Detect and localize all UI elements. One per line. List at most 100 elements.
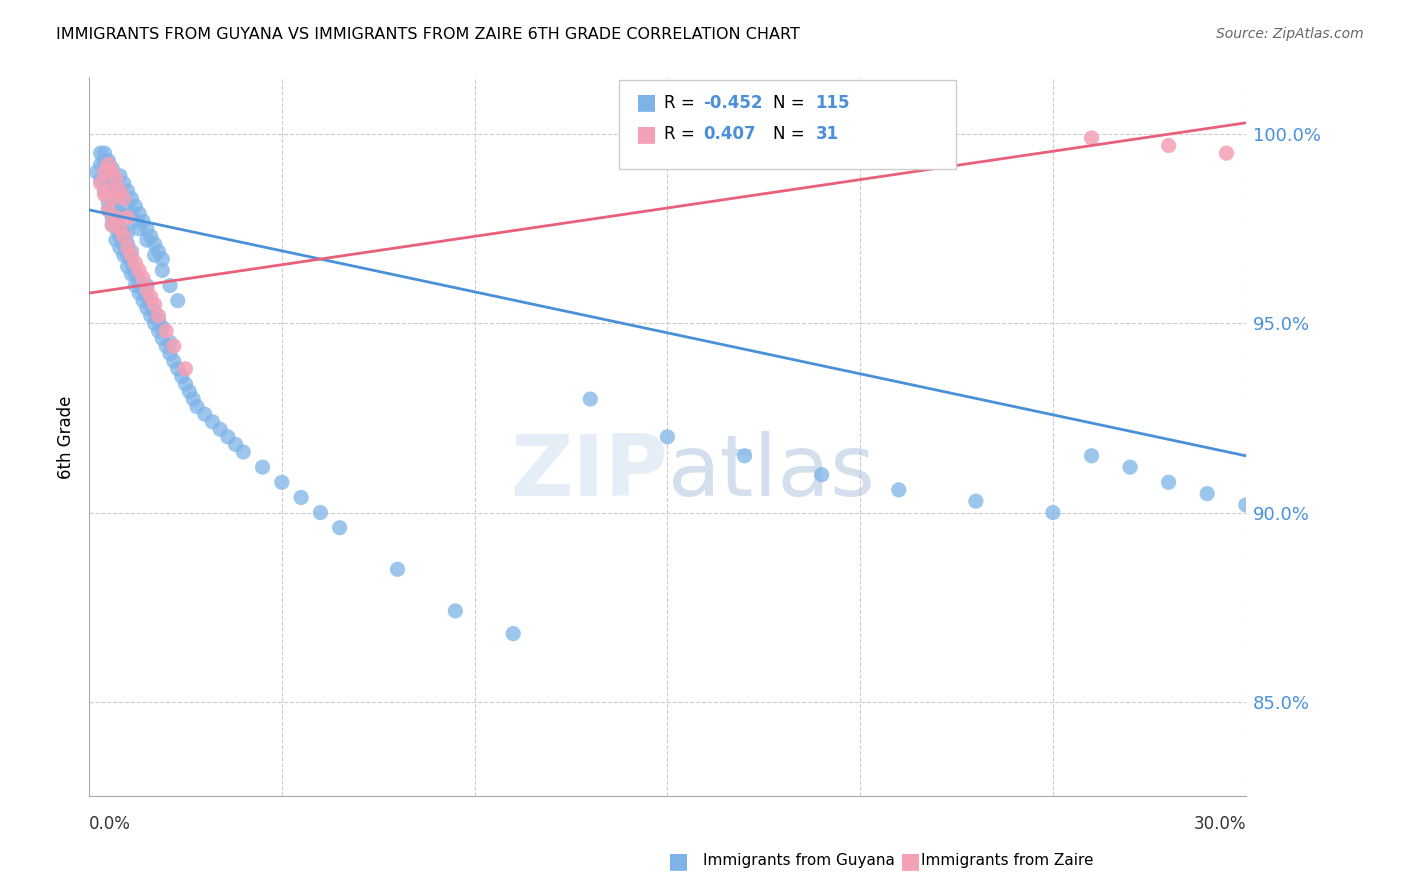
Point xyxy=(117,248,139,262)
Point xyxy=(225,437,247,451)
Point xyxy=(101,165,124,179)
Point xyxy=(101,211,124,225)
Point xyxy=(90,146,112,161)
Point xyxy=(174,376,197,391)
Point xyxy=(329,521,352,535)
Text: ZIP: ZIP xyxy=(509,432,668,515)
Point xyxy=(290,491,312,505)
Point xyxy=(105,233,128,247)
Point xyxy=(135,221,157,235)
Point xyxy=(179,384,201,399)
Point xyxy=(143,297,166,311)
Point xyxy=(108,207,131,221)
Text: IMMIGRANTS FROM GUYANA VS IMMIGRANTS FROM ZAIRE 6TH GRADE CORRELATION CHART: IMMIGRANTS FROM GUYANA VS IMMIGRANTS FRO… xyxy=(56,27,800,42)
Point xyxy=(117,199,139,213)
Point xyxy=(93,165,115,179)
Point xyxy=(166,361,188,376)
Point xyxy=(105,177,128,191)
Point xyxy=(502,626,524,640)
Text: R =: R = xyxy=(664,94,700,112)
Point xyxy=(143,317,166,331)
Point xyxy=(97,184,120,198)
Point xyxy=(135,233,157,247)
Point xyxy=(93,153,115,168)
Point xyxy=(887,483,910,497)
Point xyxy=(1080,131,1102,145)
Point xyxy=(97,157,120,171)
Point xyxy=(101,218,124,232)
Text: Immigrants from Zaire: Immigrants from Zaire xyxy=(921,854,1094,868)
Text: Source: ZipAtlas.com: Source: ZipAtlas.com xyxy=(1216,27,1364,41)
Point xyxy=(217,430,239,444)
Point xyxy=(117,241,139,255)
Point xyxy=(1197,486,1219,500)
Point xyxy=(101,172,124,186)
Point xyxy=(117,236,139,251)
Point xyxy=(1119,460,1142,475)
Point xyxy=(143,248,166,262)
Point xyxy=(101,169,124,183)
Point xyxy=(112,229,135,244)
Point xyxy=(132,214,155,228)
Point xyxy=(128,286,150,301)
Point xyxy=(132,271,155,285)
Point xyxy=(150,252,173,266)
Point xyxy=(108,229,131,244)
Text: ■: ■ xyxy=(668,851,689,871)
Point xyxy=(270,475,292,490)
Text: ■: ■ xyxy=(900,851,921,871)
Point xyxy=(387,562,409,576)
Point xyxy=(105,202,128,217)
Point xyxy=(181,392,204,406)
Point xyxy=(105,172,128,186)
Point xyxy=(155,339,177,353)
Point xyxy=(97,202,120,217)
Point xyxy=(734,449,756,463)
Point xyxy=(105,221,128,235)
Point xyxy=(1042,506,1064,520)
Point xyxy=(101,192,124,206)
Point xyxy=(148,309,170,323)
Point xyxy=(101,202,124,217)
Text: 30.0%: 30.0% xyxy=(1194,815,1246,833)
Text: ■: ■ xyxy=(636,124,657,144)
Text: N =: N = xyxy=(773,125,815,143)
Point xyxy=(579,392,602,406)
Point xyxy=(93,187,115,202)
Point xyxy=(108,169,131,183)
Text: ■: ■ xyxy=(636,93,657,112)
Point xyxy=(159,346,181,360)
Point xyxy=(97,195,120,210)
Point xyxy=(148,312,170,326)
Point xyxy=(101,184,124,198)
Point xyxy=(124,214,146,228)
Point xyxy=(101,161,124,176)
Point xyxy=(117,211,139,225)
Point xyxy=(124,278,146,293)
Text: R =: R = xyxy=(664,125,704,143)
Point xyxy=(117,184,139,198)
Point xyxy=(124,199,146,213)
Point xyxy=(112,192,135,206)
Point xyxy=(139,290,162,304)
Point xyxy=(657,430,679,444)
Point xyxy=(117,226,139,240)
Point xyxy=(135,290,157,304)
Point xyxy=(121,192,143,206)
Point xyxy=(117,260,139,274)
Point xyxy=(150,331,173,345)
Point xyxy=(135,282,157,296)
Text: Immigrants from Guyana: Immigrants from Guyana xyxy=(703,854,894,868)
Point xyxy=(143,236,166,251)
Point xyxy=(124,256,146,270)
Point xyxy=(252,460,274,475)
Point xyxy=(124,267,146,281)
Point xyxy=(143,305,166,319)
Point xyxy=(139,229,162,244)
Point xyxy=(112,177,135,191)
Point xyxy=(174,361,197,376)
Point xyxy=(186,400,208,414)
Point xyxy=(108,218,131,232)
Point xyxy=(108,184,131,198)
Point xyxy=(93,146,115,161)
